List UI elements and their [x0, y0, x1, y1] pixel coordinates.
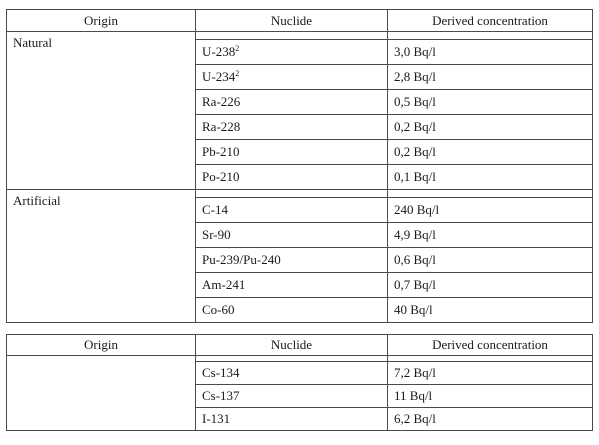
nuclide-cell: Po-210: [195, 164, 388, 190]
nuclide-name: Sr-90: [202, 227, 231, 242]
table-row: Po-210 0,1 Bq/l: [7, 164, 593, 190]
concentration-cell: 0,6 Bq/l: [387, 247, 593, 273]
nuclide-cell: U-2342: [195, 64, 388, 90]
concentration-cell: 4,9 Bq/l: [387, 222, 593, 248]
header-origin: Origin: [6, 334, 196, 356]
concentration-cell: 0,5 Bq/l: [387, 89, 593, 115]
derived-concentration-table-secondary: Origin Nuclide Derived concentration Cs-…: [6, 334, 593, 431]
nuclide-name: Co-60: [202, 302, 235, 317]
nuclide-name: C-14: [202, 202, 228, 217]
nuclide-cell: Pu-239/Pu-240: [195, 247, 388, 273]
nuclide-name: Ra-228: [202, 119, 241, 134]
concentration-cell: 7,2 Bq/l: [387, 361, 593, 385]
table-row: Ra-228 0,2 Bq/l: [7, 114, 593, 140]
nuclide-name: Pb-210: [202, 144, 240, 159]
derived-concentration-table-main: Origin Nuclide Derived concentration Nat…: [6, 9, 593, 323]
nuclide-cell: Cs-137: [195, 384, 388, 408]
table-row: Cs-134 7,2 Bq/l: [7, 361, 593, 385]
header-origin: Origin: [6, 9, 196, 32]
spacer-cell: [195, 189, 388, 198]
nuclide-name: U-234: [202, 69, 236, 84]
spacer-cell: [387, 189, 593, 198]
table-row: Pu-239/Pu-240 0,6 Bq/l: [7, 247, 593, 273]
table-row: I-131 6,2 Bq/l: [7, 407, 593, 431]
concentration-cell: 6,2 Bq/l: [387, 407, 593, 431]
nuclide-cell: Ra-226: [195, 89, 388, 115]
footnote-marker: 2: [235, 44, 240, 53]
nuclide-cell: U-2382: [195, 39, 388, 65]
concentration-cell: 240 Bq/l: [387, 197, 593, 223]
header-nuclide: Nuclide: [195, 9, 388, 32]
nuclide-name: Pu-239/Pu-240: [202, 252, 281, 267]
concentration-cell: 0,2 Bq/l: [387, 114, 593, 140]
table-row: U-2382 3,0 Bq/l: [7, 39, 593, 65]
concentration-cell: 0,1 Bq/l: [387, 164, 593, 190]
table-header-row: Origin Nuclide Derived concentration: [6, 9, 593, 32]
concentration-cell: 0,7 Bq/l: [387, 272, 593, 298]
table-row: C-14 240 Bq/l: [7, 197, 593, 223]
table-row: Ra-226 0,5 Bq/l: [7, 89, 593, 115]
origin-cell: [6, 355, 196, 431]
origin-cell: Artificial: [6, 189, 196, 323]
group-gap-row: Natural: [6, 31, 593, 190]
table-header-row: Origin Nuclide Derived concentration: [6, 334, 593, 356]
nuclide-cell: I-131: [195, 407, 388, 431]
concentration-cell: 40 Bq/l: [387, 297, 593, 323]
nuclide-cell: Co-60: [195, 297, 388, 323]
table-row: Co-60 40 Bq/l: [7, 297, 593, 323]
spacer-cell: [195, 31, 388, 40]
footnote-marker: 2: [235, 69, 240, 78]
nuclide-cell: Ra-228: [195, 114, 388, 140]
table-row: U-2342 2,8 Bq/l: [7, 64, 593, 90]
nuclide-name: Ra-226: [202, 94, 241, 109]
header-derived-concentration: Derived concentration: [387, 9, 593, 32]
nuclide-name: Am-241: [202, 277, 246, 292]
group-gap-row: Artificial: [6, 189, 593, 323]
spacer-cell: [387, 355, 593, 362]
group-gap-row: [6, 355, 593, 431]
nuclide-name: U-238: [202, 44, 236, 59]
nuclide-cell: C-14: [195, 197, 388, 223]
concentration-cell: 11 Bq/l: [387, 384, 593, 408]
nuclide-cell: Sr-90: [195, 222, 388, 248]
concentration-cell: 2,8 Bq/l: [387, 64, 593, 90]
nuclide-cell: Pb-210: [195, 139, 388, 165]
nuclide-cell: Cs-134: [195, 361, 388, 385]
nuclide-cell: Am-241: [195, 272, 388, 298]
nuclide-name: Po-210: [202, 169, 240, 184]
origin-cell: Natural: [6, 31, 196, 190]
table-row: Sr-90 4,9 Bq/l: [7, 222, 593, 248]
concentration-cell: 3,0 Bq/l: [387, 39, 593, 65]
header-derived-concentration: Derived concentration: [387, 334, 593, 356]
header-nuclide: Nuclide: [195, 334, 388, 356]
spacer-cell: [387, 31, 593, 40]
concentration-cell: 0,2 Bq/l: [387, 139, 593, 165]
